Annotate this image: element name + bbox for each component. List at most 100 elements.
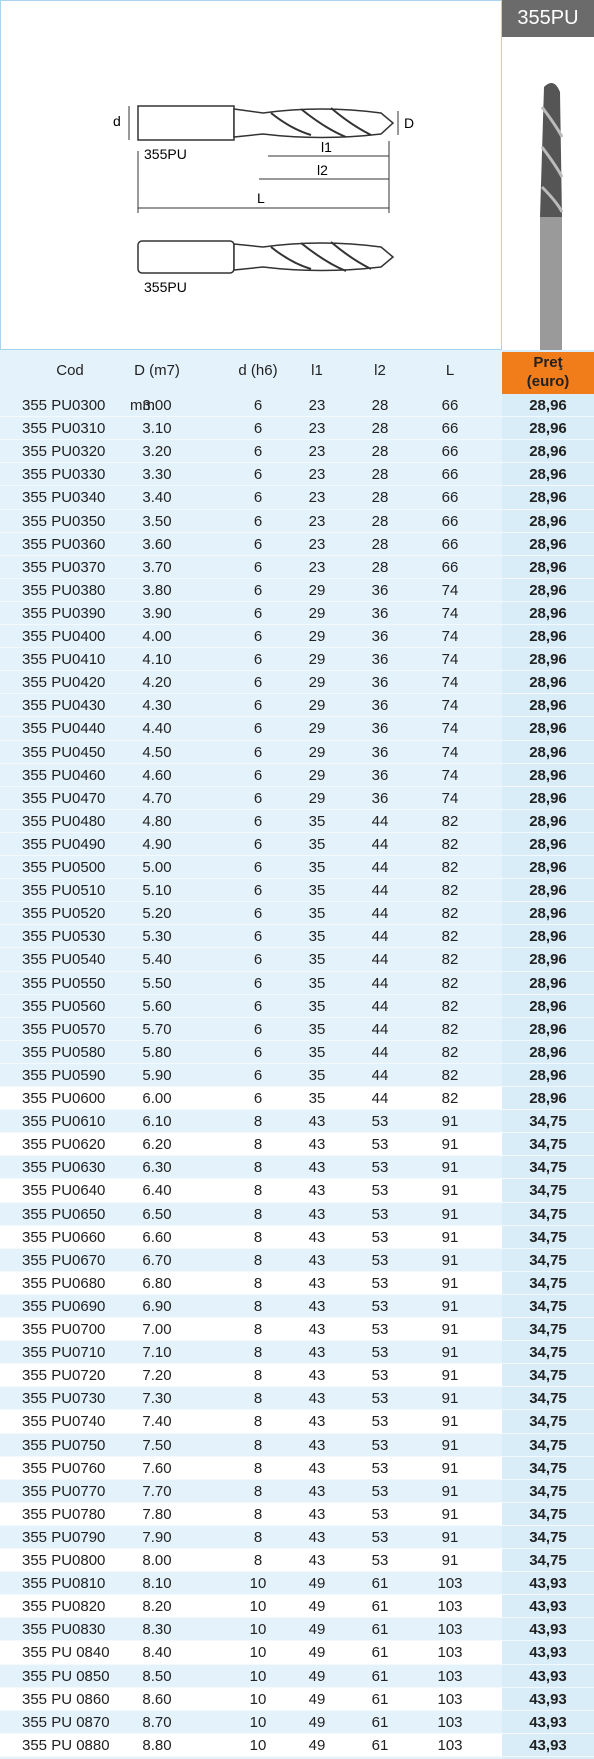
- value-cell: 28: [355, 536, 405, 553]
- value-cell: 82: [425, 1021, 475, 1038]
- price-cell: 28,96: [502, 951, 594, 968]
- code-cell: 355 PU0410: [22, 651, 105, 668]
- value-cell: 6.70: [132, 1252, 182, 1269]
- price-cell: 28,96: [502, 605, 594, 622]
- row-line: [0, 647, 594, 648]
- value-cell: 7.80: [132, 1506, 182, 1523]
- price-cell: 34,75: [502, 1413, 594, 1430]
- value-cell: 91: [425, 1321, 475, 1338]
- value-cell: 10: [233, 1598, 283, 1615]
- value-cell: 29: [292, 744, 342, 761]
- value-cell: 82: [425, 1044, 475, 1061]
- value-cell: 3.30: [132, 466, 182, 483]
- value-cell: 43: [292, 1206, 342, 1223]
- value-cell: 44: [355, 998, 405, 1015]
- code-cell: 355 PU0310: [22, 420, 105, 437]
- code-cell: 355 PU0360: [22, 536, 105, 553]
- value-cell: 91: [425, 1113, 475, 1130]
- price-cell: 34,75: [502, 1552, 594, 1569]
- value-cell: 6: [233, 397, 283, 414]
- row-line: [0, 1294, 594, 1295]
- value-cell: 35: [292, 905, 342, 922]
- value-cell: 3.90: [132, 605, 182, 622]
- value-cell: 74: [425, 697, 475, 714]
- value-cell: 43: [292, 1136, 342, 1153]
- code-cell: 355 PU0740: [22, 1413, 105, 1430]
- unit-label: mm: [130, 397, 155, 414]
- price-cell: 43,93: [502, 1575, 594, 1592]
- value-cell: 43: [292, 1113, 342, 1130]
- code-cell: 355 PU0610: [22, 1113, 105, 1130]
- row-line: [0, 1710, 594, 1711]
- row-line: [0, 1664, 594, 1665]
- price-cell: 34,75: [502, 1298, 594, 1315]
- value-cell: 29: [292, 790, 342, 807]
- value-cell: 35: [292, 813, 342, 830]
- value-cell: 91: [425, 1413, 475, 1430]
- value-cell: 61: [355, 1575, 405, 1592]
- row-line: [0, 763, 594, 764]
- code-cell: 355 PU 0870: [22, 1714, 110, 1731]
- diagram-panel: d D 355PU l1 l2 L 355PU: [0, 0, 502, 350]
- code-cell: 355 PU0730: [22, 1390, 105, 1407]
- value-cell: 8: [233, 1182, 283, 1199]
- code-cell: 355 PU0640: [22, 1182, 105, 1199]
- value-cell: 103: [425, 1644, 475, 1661]
- price-cell: 43,93: [502, 1737, 594, 1754]
- value-cell: 28: [355, 420, 405, 437]
- value-cell: 6: [233, 928, 283, 945]
- value-cell: 36: [355, 697, 405, 714]
- value-cell: 66: [425, 420, 475, 437]
- value-cell: 6.40: [132, 1182, 182, 1199]
- code-cell: 355 PU0470: [22, 790, 105, 807]
- row-line: [0, 901, 594, 902]
- value-cell: 5.60: [132, 998, 182, 1015]
- value-cell: 36: [355, 767, 405, 784]
- value-cell: 82: [425, 882, 475, 899]
- drill-diagram: d D 355PU l1 l2 L 355PU: [1, 1, 501, 349]
- value-cell: 44: [355, 1067, 405, 1084]
- value-cell: 91: [425, 1437, 475, 1454]
- value-cell: 6: [233, 582, 283, 599]
- value-cell: 29: [292, 674, 342, 691]
- value-cell: 43: [292, 1483, 342, 1500]
- value-cell: 6.90: [132, 1298, 182, 1315]
- value-cell: 4.60: [132, 767, 182, 784]
- value-cell: 53: [355, 1344, 405, 1361]
- price-cell: 34,75: [502, 1275, 594, 1292]
- value-cell: 91: [425, 1529, 475, 1546]
- value-cell: 91: [425, 1367, 475, 1384]
- value-cell: 53: [355, 1113, 405, 1130]
- value-cell: 6: [233, 744, 283, 761]
- code-cell: 355 PU 0860: [22, 1691, 110, 1708]
- value-cell: 7.10: [132, 1344, 182, 1361]
- row-line: [0, 878, 594, 879]
- value-cell: 4.50: [132, 744, 182, 761]
- value-cell: 6.20: [132, 1136, 182, 1153]
- value-cell: 8: [233, 1506, 283, 1523]
- value-cell: 61: [355, 1737, 405, 1754]
- code-cell: 355 PU0630: [22, 1159, 105, 1176]
- code-cell: 355 PU0580: [22, 1044, 105, 1061]
- price-cell: 43,93: [502, 1714, 594, 1731]
- value-cell: 82: [425, 998, 475, 1015]
- value-cell: 74: [425, 720, 475, 737]
- value-cell: 43: [292, 1298, 342, 1315]
- code-cell: 355 PU0690: [22, 1298, 105, 1315]
- code-cell: 355 PU0670: [22, 1252, 105, 1269]
- value-cell: 43: [292, 1390, 342, 1407]
- value-cell: 5.20: [132, 905, 182, 922]
- value-cell: 8: [233, 1367, 283, 1384]
- code-cell: 355 PU 0880: [22, 1737, 110, 1754]
- value-cell: 103: [425, 1714, 475, 1731]
- code-cell: 355 PU 0840: [22, 1644, 110, 1661]
- value-cell: 36: [355, 582, 405, 599]
- value-cell: 61: [355, 1621, 405, 1638]
- code-cell: 355 PU0810: [22, 1575, 105, 1592]
- value-cell: 4.80: [132, 813, 182, 830]
- price-cell: 34,75: [502, 1113, 594, 1130]
- row-line: [0, 578, 594, 579]
- price-cell: 28,96: [502, 720, 594, 737]
- value-cell: 53: [355, 1275, 405, 1292]
- value-cell: 91: [425, 1506, 475, 1523]
